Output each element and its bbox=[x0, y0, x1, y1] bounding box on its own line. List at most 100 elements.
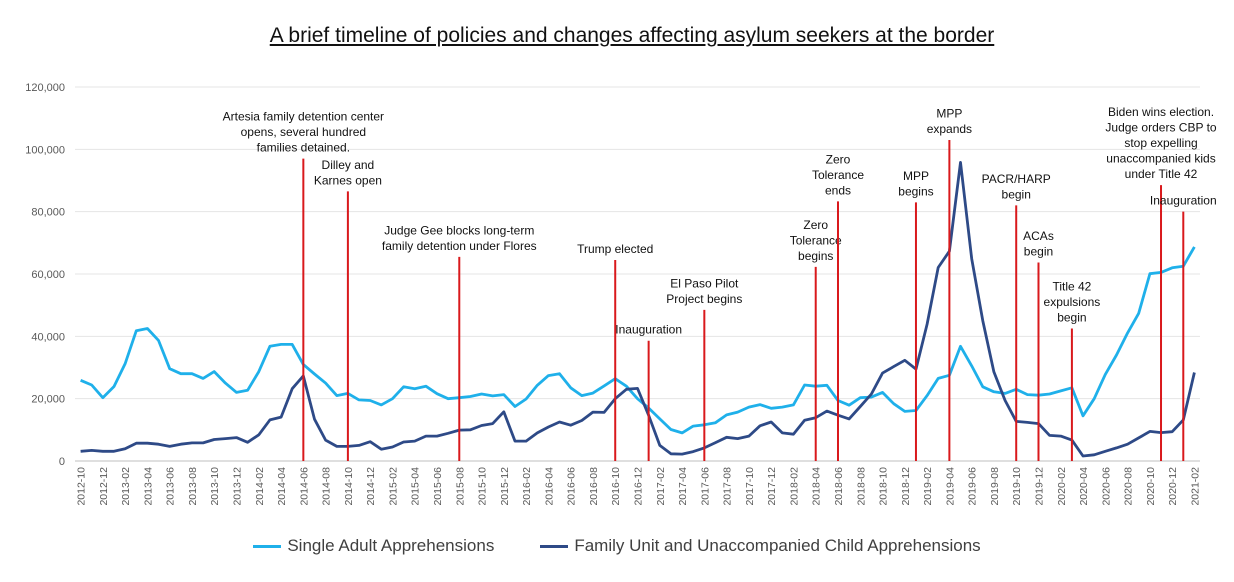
x-tick-label: 2013-08 bbox=[187, 467, 199, 506]
x-tick-label: 2013-06 bbox=[165, 467, 177, 506]
x-tick-label: 2017-06 bbox=[699, 467, 711, 506]
x-tick-label: 2013-02 bbox=[120, 467, 132, 506]
x-tick-label: 2020-04 bbox=[1078, 467, 1090, 506]
x-tick-label: 2015-12 bbox=[499, 467, 511, 506]
x-tick-label: 2015-10 bbox=[477, 467, 489, 506]
chart-title: A brief timeline of policies and changes… bbox=[269, 24, 995, 47]
x-tick-label: 2017-08 bbox=[722, 467, 734, 506]
x-tick-label: 2012-12 bbox=[98, 467, 110, 506]
annotation-label: families detained. bbox=[257, 141, 350, 155]
x-tick-label: 2015-04 bbox=[410, 467, 422, 506]
x-tick-label: 2019-04 bbox=[944, 467, 956, 506]
x-tick-label: 2016-02 bbox=[521, 467, 533, 506]
x-tick-label: 2014-08 bbox=[321, 467, 333, 506]
legend-label-family-unit: Family Unit and Unaccompanied Child Appr… bbox=[574, 536, 981, 555]
annotation-label: expulsions bbox=[1044, 295, 1101, 309]
x-tick-label: 2013-04 bbox=[142, 467, 154, 506]
x-tick-label: 2014-06 bbox=[298, 467, 310, 506]
annotation-label: unaccompanied kids bbox=[1106, 152, 1215, 166]
annotation-label: family detention under Flores bbox=[382, 239, 537, 253]
annotation-label: Inauguration bbox=[615, 323, 682, 337]
annotation-label: begin bbox=[1002, 187, 1031, 201]
y-tick-label: 100,000 bbox=[25, 144, 65, 156]
x-tick-label: 2019-02 bbox=[922, 467, 934, 506]
annotation-label: MPP bbox=[936, 106, 962, 120]
annotation-label: opens, several hundred bbox=[241, 125, 366, 139]
annotation-label: Judge orders CBP to bbox=[1105, 121, 1217, 135]
x-tick-label: 2014-12 bbox=[365, 467, 377, 506]
annotation-label: Tolerance bbox=[812, 168, 864, 182]
annotation-label: begin bbox=[1057, 311, 1086, 325]
x-tick-label: 2017-02 bbox=[655, 467, 667, 506]
x-tick-label: 2019-06 bbox=[967, 467, 979, 506]
annotation-label: ends bbox=[825, 183, 851, 197]
x-tick-label: 2016-08 bbox=[588, 467, 600, 506]
y-tick-label: 120,000 bbox=[25, 82, 65, 94]
x-tick-label: 2013-10 bbox=[209, 467, 221, 506]
x-tick-label: 2014-04 bbox=[276, 467, 288, 506]
annotation-label: ACAs bbox=[1023, 229, 1054, 243]
legend-swatch-single-adult bbox=[253, 544, 282, 548]
series-line-single-adult bbox=[80, 246, 1196, 435]
legend-label-single-adult: Single Adult Apprehensions bbox=[287, 536, 495, 555]
legend-item-single-adult: Single Adult Apprehensions bbox=[253, 536, 494, 556]
annotation-label: Trump elected bbox=[577, 242, 653, 256]
x-tick-label: 2014-10 bbox=[343, 467, 355, 506]
annotation-label: expands bbox=[927, 122, 972, 136]
x-tick-label: 2020-10 bbox=[1145, 467, 1157, 506]
x-tick-label: 2020-06 bbox=[1100, 467, 1112, 506]
x-tick-label: 2018-02 bbox=[788, 467, 800, 506]
x-tick-label: 2017-10 bbox=[744, 467, 756, 506]
y-tick-label: 40,000 bbox=[31, 331, 65, 343]
x-tick-label: 2017-04 bbox=[677, 467, 689, 506]
annotation-label: begins bbox=[798, 249, 833, 263]
series-line-family-unit bbox=[80, 161, 1196, 458]
annotation-label: Judge Gee blocks long-term bbox=[384, 223, 534, 237]
y-tick-label: 0 bbox=[59, 456, 65, 468]
legend-item-family-unit: Family Unit and Unaccompanied Child Appr… bbox=[540, 536, 981, 556]
annotation-label: stop expelling bbox=[1124, 136, 1197, 150]
annotation-label: PACR/HARP bbox=[982, 172, 1051, 186]
annotation-label: Inauguration bbox=[1150, 194, 1217, 208]
x-tick-label: 2017-12 bbox=[766, 467, 778, 506]
annotation-label: Artesia family detention center bbox=[223, 110, 384, 124]
x-tick-label: 2012-10 bbox=[76, 467, 88, 506]
x-tick-label: 2016-06 bbox=[566, 467, 578, 506]
annotation-label: Zero bbox=[803, 218, 828, 232]
x-tick-label: 2020-08 bbox=[1123, 467, 1135, 506]
x-tick-label: 2018-08 bbox=[855, 467, 867, 506]
annotation-label: MPP bbox=[903, 169, 929, 183]
x-tick-label: 2020-12 bbox=[1167, 467, 1179, 506]
x-tick-label: 2019-10 bbox=[1011, 467, 1023, 506]
x-tick-label: 2015-06 bbox=[432, 467, 444, 506]
x-tick-label: 2016-04 bbox=[543, 467, 555, 506]
annotation-label: Project begins bbox=[666, 292, 742, 306]
annotation-label: Tolerance bbox=[790, 233, 842, 247]
annotation-label: El Paso Pilot bbox=[670, 276, 739, 290]
x-tick-label: 2016-10 bbox=[610, 467, 622, 506]
x-tick-label: 2018-12 bbox=[900, 467, 912, 506]
x-tick-label: 2019-08 bbox=[989, 467, 1001, 506]
legend: Single Adult Apprehensions Family Unit a… bbox=[0, 536, 1234, 556]
x-tick-label: 2021-02 bbox=[1189, 467, 1201, 506]
annotation-label: begins bbox=[898, 184, 933, 198]
x-tick-label: 2018-04 bbox=[811, 467, 823, 506]
x-tick-label: 2018-10 bbox=[878, 467, 890, 506]
annotation-label: under Title 42 bbox=[1125, 167, 1198, 181]
y-tick-label: 20,000 bbox=[31, 394, 65, 406]
x-tick-label: 2015-08 bbox=[454, 467, 466, 506]
y-tick-label: 80,000 bbox=[31, 207, 65, 219]
legend-swatch-family-unit bbox=[540, 544, 569, 548]
x-tick-label: 2016-12 bbox=[633, 467, 645, 506]
y-tick-label: 60,000 bbox=[31, 269, 65, 281]
x-tick-label: 2018-06 bbox=[833, 467, 845, 506]
x-tick-label: 2015-02 bbox=[387, 467, 399, 506]
x-tick-label: 2013-12 bbox=[232, 467, 244, 506]
annotation-label: Title 42 bbox=[1052, 280, 1091, 294]
annotation-label: Dilley and bbox=[322, 158, 375, 172]
annotation-label: begin bbox=[1024, 244, 1053, 258]
annotation-label: Biden wins election. bbox=[1108, 105, 1214, 119]
x-tick-label: 2020-02 bbox=[1056, 467, 1068, 506]
annotation-label: Karnes open bbox=[314, 173, 382, 187]
